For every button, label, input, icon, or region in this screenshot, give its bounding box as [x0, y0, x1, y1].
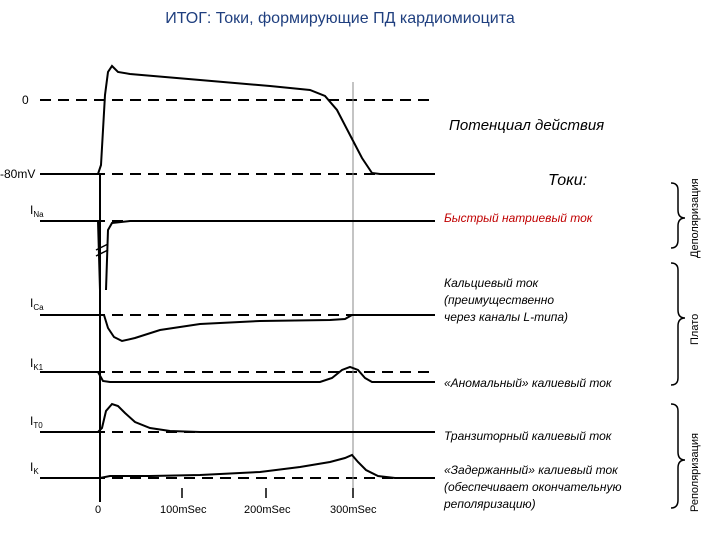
- depolarization-bracket: [670, 182, 686, 249]
- phase-depolarization-label: Деполяризация: [689, 178, 701, 258]
- tick-label-200ms: 200mSec: [244, 504, 291, 516]
- page-title: ИТОГ: Токи, формирующие ПД кардиомиоцита: [165, 10, 515, 27]
- na-current-label: Быстрый натриевый ток: [444, 211, 593, 225]
- k-current-trace: [40, 453, 435, 479]
- ca-current-trace: [40, 314, 435, 343]
- k-line-3: реполяризацию): [444, 497, 536, 511]
- tick-label-0: 0: [95, 504, 102, 516]
- signal-label-ina: INa: [30, 203, 44, 219]
- k-current-label: «Задержанный» калиевый ток (обеспечивает…: [444, 462, 621, 513]
- signal-label-it0: IT0: [30, 414, 43, 430]
- zero-label: 0: [22, 93, 29, 107]
- phase-plateau-label: Плато: [689, 313, 701, 345]
- currents-header: Токи:: [548, 172, 588, 189]
- ca-line-1: Кальциевый ток: [444, 276, 539, 290]
- plateau-bracket: [670, 262, 686, 386]
- k1-current-label: «Аномальный» калиевый ток: [444, 376, 612, 390]
- minus80-label: -80mV: [0, 167, 36, 181]
- repolarization-bracket: [670, 403, 686, 509]
- t0-current-trace: [40, 402, 435, 433]
- signal-label-ica: ICa: [30, 296, 44, 312]
- ca-line-2: (преимущественно: [444, 293, 555, 307]
- k-line-2: (обеспечивает окончательную: [444, 480, 622, 494]
- action-potential-label: Потенциал действия: [449, 117, 605, 134]
- tick-label-100ms: 100mSec: [160, 504, 207, 516]
- tick-label-300ms: 300mSec: [330, 504, 377, 516]
- k-line-1: «Задержанный» калиевый ток: [444, 463, 618, 477]
- phase-repolarization-label: Реполяризация: [689, 432, 701, 512]
- signal-label-ik1: IK1: [30, 356, 44, 372]
- na-break-marks: [95, 243, 109, 257]
- ca-current-label: Кальциевый ток (преимущественно через ка…: [444, 275, 568, 326]
- action-potential-trace: [40, 64, 435, 175]
- t0-current-label: Транзиторный калиевый ток: [444, 429, 612, 443]
- k1-current-trace: [40, 365, 435, 383]
- signal-label-ik: IK: [30, 460, 39, 476]
- ca-line-3: через каналы L-типа): [444, 310, 569, 324]
